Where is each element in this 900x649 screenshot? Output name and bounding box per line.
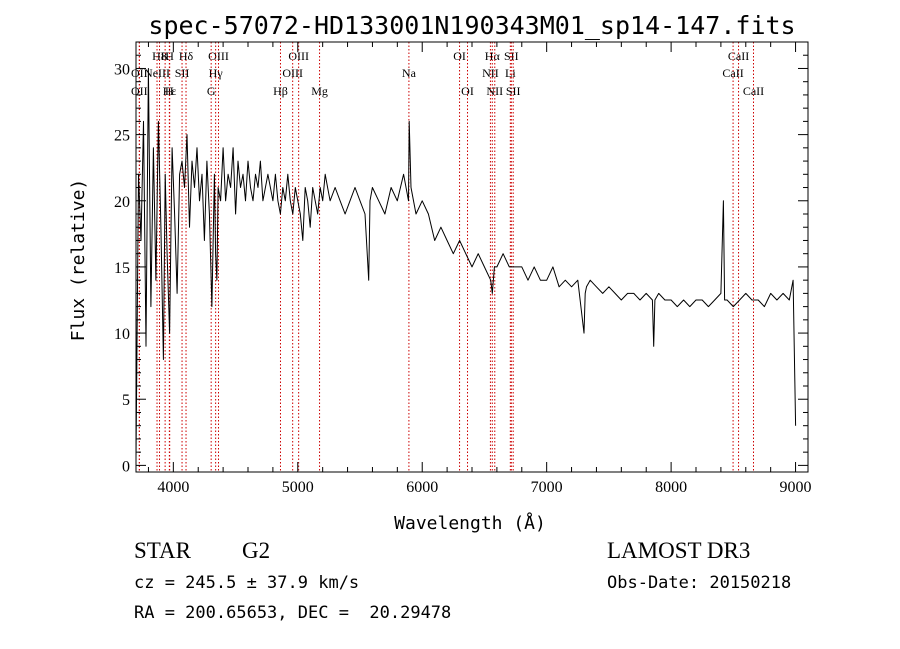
line-marker-label: SII [175, 66, 190, 80]
y-tick-label: 15 [114, 260, 130, 277]
line-marker-label: CaII [722, 66, 743, 80]
coordinates: RA = 200.65653, DEC = 20.29478 [134, 603, 452, 623]
spectrum-chart: spec-57072-HD133001N190343M01_sp14-147.f… [68, 11, 812, 534]
line-marker-label: SII [506, 84, 521, 98]
line-marker-label: NeIII [144, 66, 170, 80]
redshift-cz: cz = 245.5 ± 37.9 km/s [134, 573, 360, 593]
line-marker-label: CaII [728, 49, 749, 63]
line-marker-label: NII [482, 66, 499, 80]
chart-title: spec-57072-HD133001N190343M01_sp14-147.f… [148, 11, 795, 40]
line-marker-label: OIII [288, 49, 309, 63]
x-tick-label: 4000 [157, 479, 189, 496]
line-marker-label: Hγ [209, 66, 224, 80]
line-marker-label: Mg [311, 84, 328, 98]
line-marker-label: OIII [282, 66, 303, 80]
series-line-flux [135, 68, 797, 459]
line-marker-label: OI [461, 84, 474, 98]
observation-date: Obs-Date: 20150218 [607, 573, 792, 593]
line-marker-label: NII [486, 84, 503, 98]
x-tick-label: 5000 [282, 479, 314, 496]
x-tick-label: 8000 [655, 479, 687, 496]
axes: 4000 5000 6000 7000 8000 9000 0 5 10 15 20 25 30 [114, 42, 812, 496]
y-axis-label: Flux (relative) [68, 179, 89, 342]
line-marker-label: Hδ [179, 49, 194, 63]
y-tick-label: 20 [114, 194, 130, 211]
line-marker-label: Hα [485, 49, 501, 63]
y-tick-label: 25 [114, 128, 130, 145]
survey-name: LAMOST DR3 [607, 538, 751, 563]
line-marker-label: Li [505, 66, 516, 80]
x-tick-label: 6000 [406, 479, 438, 496]
line-marker-label: H [165, 84, 174, 98]
x-tick-label: 9000 [780, 479, 812, 496]
y-tick-label: 0 [122, 458, 130, 475]
line-marker-label: OII [131, 66, 148, 80]
x-axis-label: Wavelength (Å) [394, 512, 546, 534]
series-group [135, 68, 797, 459]
x-tick-label: 7000 [531, 479, 563, 496]
line-marker-label: Hβ [273, 84, 288, 98]
plot-frame [135, 41, 809, 473]
y-tick-label: 30 [114, 61, 130, 78]
line-marker-label: K [161, 49, 170, 63]
line-marker-label: SII [504, 49, 519, 63]
line-marker-label: Na [402, 66, 417, 80]
object-class: STAR [134, 538, 191, 563]
y-tick-label: 10 [114, 326, 130, 343]
line-markers: H8HKHδOIINeIIISIIOIIHεHOIIIHγGHβOIIIOIII… [131, 42, 764, 472]
line-marker-label: CaII [743, 84, 764, 98]
line-marker-label: OII [131, 84, 148, 98]
line-marker-label: OIII [208, 49, 229, 63]
object-subclass: G2 [242, 538, 271, 563]
line-marker-label: OI [453, 49, 466, 63]
line-marker-label: H8 [152, 49, 167, 63]
y-tick-label: 5 [122, 392, 130, 409]
line-marker-label: G [207, 84, 216, 98]
